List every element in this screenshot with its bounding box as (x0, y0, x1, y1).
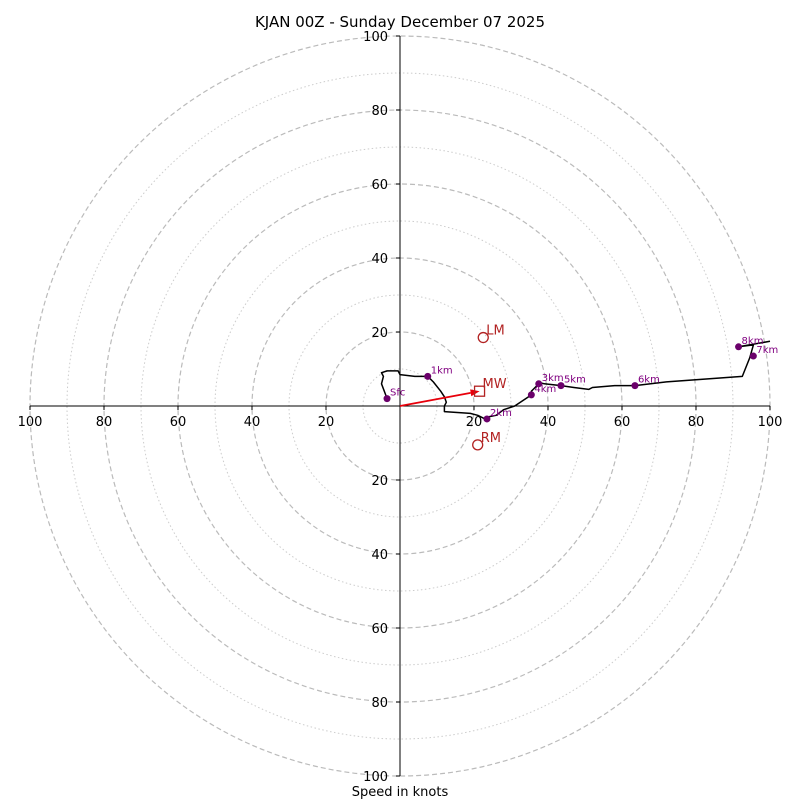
storm-motion-lm-marker (477, 331, 489, 344)
height-marker-4km (527, 391, 535, 399)
height-marker-3km (535, 380, 543, 388)
y-tick-label: 40 (371, 548, 388, 563)
height-label-5km: 5km (564, 375, 586, 386)
height-marker-5km (557, 382, 565, 390)
hodograph-trace (380, 340, 771, 422)
height-label-4km: 4km (534, 384, 556, 395)
x-tick-label: 60 (170, 415, 187, 430)
storm-motions: LM MW RM (472, 324, 507, 451)
height-label-7km: 7km (756, 345, 778, 356)
height-marker-2km (483, 415, 491, 423)
y-tick-label: 60 (371, 622, 388, 637)
height-marker-1km (424, 372, 432, 380)
height-label-sfc: Sfc (390, 388, 405, 399)
height-label-2km: 2km (490, 408, 512, 419)
y-tick-label: 80 (371, 696, 388, 711)
height-marker-7km (749, 352, 757, 360)
x-tick-label: 20 (318, 415, 335, 430)
x-axis-label: Speed in knots (352, 785, 449, 800)
chart-title: KJAN 00Z - Sunday December 07 2025 (255, 13, 545, 31)
storm-motion-rm-marker (472, 439, 484, 451)
x-tick-label: 40 (244, 415, 261, 430)
height-label-8km: 8km (742, 336, 764, 347)
x-tick-label: 60 (614, 415, 631, 430)
storm-motion-lm-label: LM (486, 324, 504, 339)
y-tick-label: 60 (371, 178, 388, 193)
storm-motion-mw-label: MW (483, 377, 507, 392)
height-marker-sfc (383, 395, 391, 403)
y-tick-label: 20 (371, 474, 388, 489)
height-label-6km: 6km (638, 375, 660, 386)
y-tick-label: 80 (371, 104, 388, 119)
storm-motion-mw-marker (473, 385, 486, 397)
height-label-3km: 3km (542, 373, 564, 384)
x-tick-label: 80 (688, 415, 705, 430)
y-tick-label: 100 (363, 770, 388, 785)
mean-wind-vector (399, 391, 471, 407)
storm-motion-rm-label: RM (481, 431, 501, 446)
y-tick-label: 100 (363, 30, 388, 45)
x-tick-label: 80 (96, 415, 113, 430)
height-marker-8km (735, 343, 743, 351)
height-marker-6km (631, 382, 639, 390)
y-tick-label: 40 (371, 252, 388, 267)
x-tick-label: 100 (18, 415, 43, 430)
x-tick-label: 100 (758, 415, 783, 430)
tick-labels: 100 80 60 40 20 20 40 60 80 100 100 80 60 40 20 20 40 60 8… (18, 30, 783, 785)
x-tick-label: 20 (466, 415, 483, 430)
height-label-1km: 1km (431, 365, 453, 376)
x-tick-label: 40 (540, 415, 557, 430)
y-tick-label: 20 (371, 326, 388, 341)
